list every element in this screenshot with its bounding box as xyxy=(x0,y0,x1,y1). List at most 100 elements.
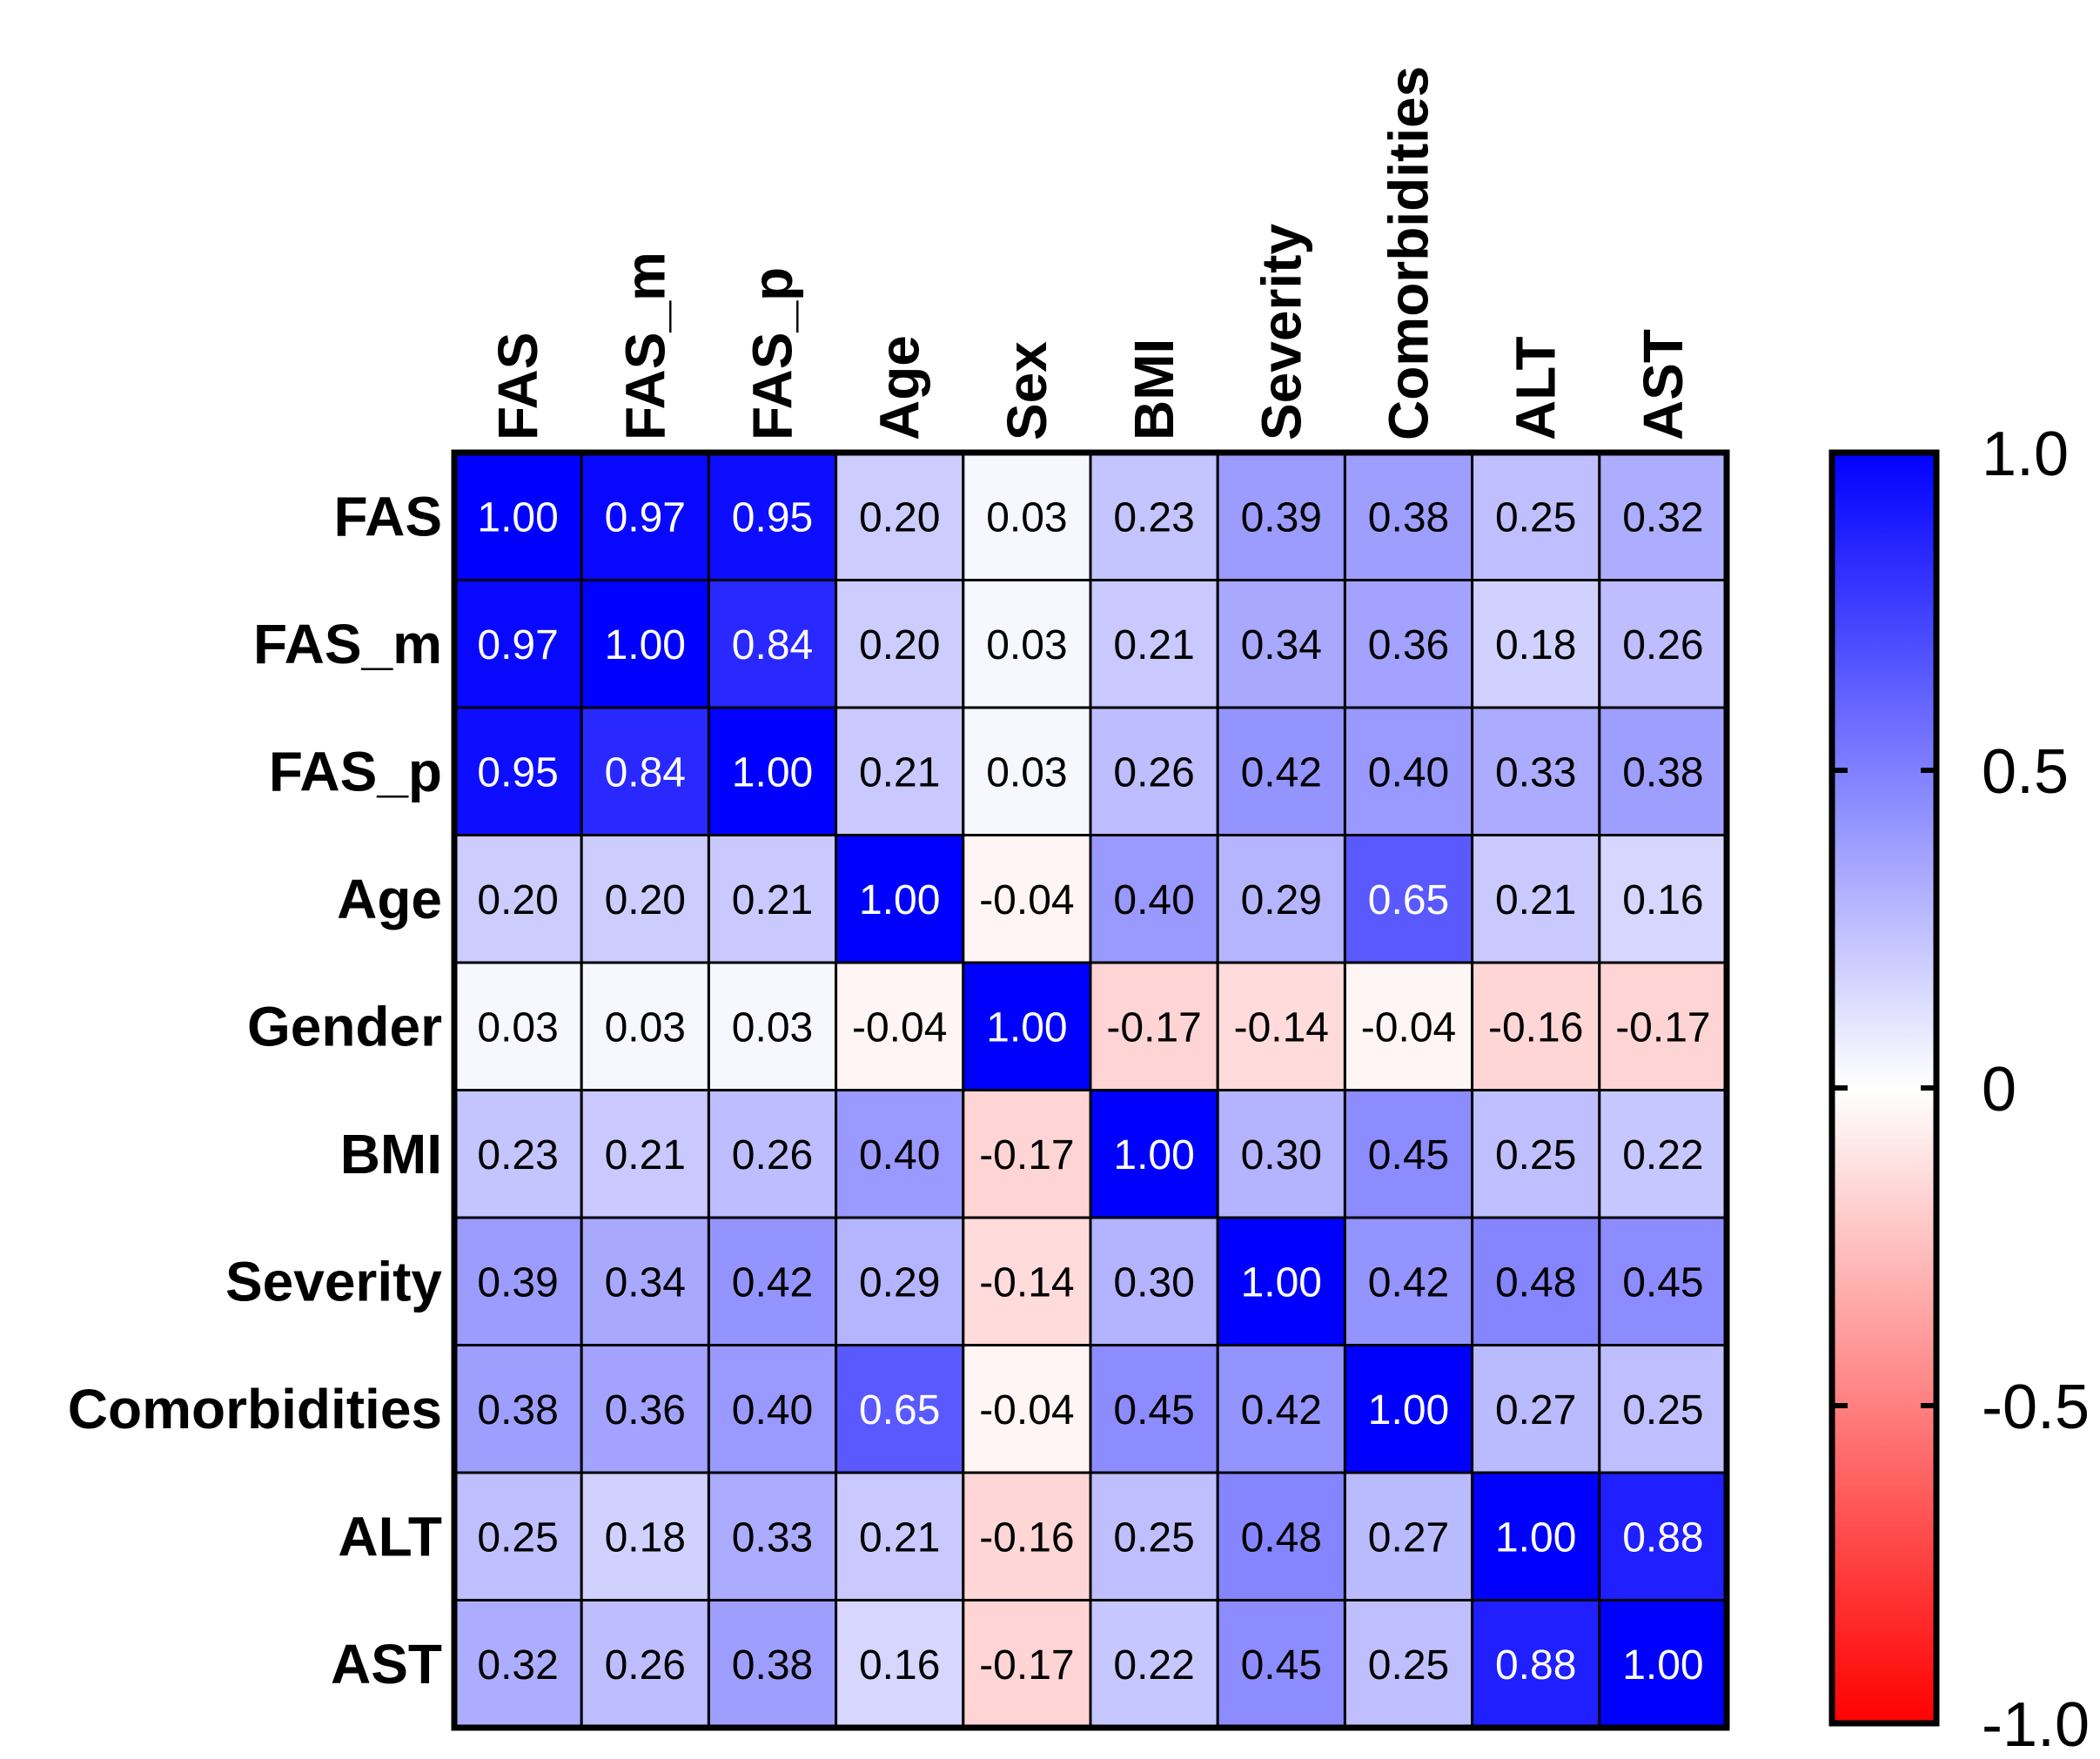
cell-value: 0.38 xyxy=(732,1642,813,1689)
column-label: AST xyxy=(1632,329,1694,440)
heatmap-cell xyxy=(1343,1599,1474,1729)
cell-value: 0.20 xyxy=(605,877,686,923)
cell-value: 0.45 xyxy=(1241,1642,1322,1689)
heatmap-cell xyxy=(707,1471,838,1601)
cell-value: 0.21 xyxy=(859,749,940,796)
column-label: FAS_m xyxy=(614,252,676,440)
heatmap-cell xyxy=(1471,1216,1601,1346)
cell-value: 0.42 xyxy=(732,1259,813,1306)
cell-value: 0.42 xyxy=(1241,1387,1322,1433)
heatmap-cell xyxy=(962,1344,1092,1474)
cell-value: 0.03 xyxy=(732,1004,813,1051)
row-label: ALT xyxy=(338,1505,442,1568)
cell-value: -0.17 xyxy=(979,1642,1074,1689)
cell-value: -0.17 xyxy=(1615,1004,1710,1051)
heatmap-cell xyxy=(1471,579,1601,709)
cell-value: 0.03 xyxy=(986,749,1067,796)
cell-value: 0.36 xyxy=(605,1387,686,1433)
heatmap-cell xyxy=(1216,1471,1346,1601)
cell-value: 1.00 xyxy=(1113,1132,1194,1178)
cell-value: -0.14 xyxy=(1234,1004,1329,1051)
cell-value: 0.33 xyxy=(1495,749,1576,796)
cell-value: 0.32 xyxy=(1622,494,1703,540)
cell-value: 0.25 xyxy=(1113,1514,1194,1561)
cell-value: 0.20 xyxy=(859,622,940,668)
column-label: BMI xyxy=(1123,339,1185,440)
cell-value: 0.21 xyxy=(1495,877,1576,923)
column-label: FAS xyxy=(486,332,549,440)
heatmap-cell xyxy=(1343,706,1474,836)
cell-value: -0.04 xyxy=(1361,1004,1456,1051)
row-label: BMI xyxy=(340,1123,442,1185)
heatmap-cell xyxy=(1598,1216,1728,1346)
cell-value: -0.17 xyxy=(1106,1004,1201,1051)
cell-value: 1.00 xyxy=(605,622,686,668)
cell-value: -0.17 xyxy=(979,1132,1074,1178)
heatmap-cell xyxy=(453,1216,583,1346)
cell-value: 0.16 xyxy=(859,1642,940,1689)
cell-value: 0.25 xyxy=(1495,494,1576,540)
heatmap-cell xyxy=(1343,1216,1474,1346)
cell-value: 0.84 xyxy=(732,622,813,668)
heatmap-cell xyxy=(1471,834,1601,964)
cell-value: 0.34 xyxy=(1241,622,1322,668)
cell-value: 0.03 xyxy=(477,1004,558,1051)
heatmap-cell xyxy=(1216,706,1346,836)
heatmap-cell xyxy=(835,1216,965,1346)
colorbar-tick-label: 0 xyxy=(1982,1055,2016,1125)
cell-value: 0.30 xyxy=(1241,1132,1322,1178)
heatmap-cell xyxy=(453,451,583,581)
cell-value: 0.39 xyxy=(1241,494,1322,540)
row-label: FAS_p xyxy=(269,740,442,802)
row-label: FAS xyxy=(334,485,442,547)
cell-value: 1.00 xyxy=(477,494,558,540)
heatmap-grid: 1.00 0.97 0.95 0.20 0.03 0.23 0.39 0.38 0.25 0.32… xyxy=(68,66,1730,1731)
heatmap-cell xyxy=(1598,1599,1728,1729)
cell-value: 0.45 xyxy=(1368,1132,1449,1178)
heatmap-cell xyxy=(1089,1089,1219,1219)
cell-value: 0.18 xyxy=(605,1514,686,1561)
cell-value: 0.48 xyxy=(1241,1514,1322,1561)
cell-value: 1.00 xyxy=(1241,1259,1322,1306)
cell-value: 0.42 xyxy=(1241,749,1322,796)
heatmap-cell xyxy=(962,961,1092,1091)
cell-value: 0.48 xyxy=(1495,1259,1576,1306)
heatmap-cell xyxy=(1343,1344,1474,1474)
heatmap-cell xyxy=(1216,834,1346,964)
cell-value: -0.04 xyxy=(852,1004,947,1051)
cell-value: 0.29 xyxy=(1241,877,1322,923)
cell-value: 0.97 xyxy=(605,494,686,540)
cell-value: 1.00 xyxy=(859,877,940,923)
heatmap-cell xyxy=(1343,1471,1474,1601)
colorbar-tick-label: 1.0 xyxy=(1982,420,2069,489)
cell-value: 0.84 xyxy=(605,749,686,796)
heatmap-cell xyxy=(1598,834,1728,964)
heatmap-cell xyxy=(580,1344,710,1474)
heatmap-cell xyxy=(1343,451,1474,581)
cell-value: 0.03 xyxy=(986,622,1067,668)
cell-value: 0.33 xyxy=(732,1514,813,1561)
cell-value: 0.25 xyxy=(1368,1642,1449,1689)
column-label: ALT xyxy=(1505,336,1567,440)
heatmap-cell xyxy=(580,1471,710,1601)
cell-value: 0.22 xyxy=(1113,1642,1194,1689)
heatmap-cell xyxy=(835,579,965,709)
cell-value: 0.20 xyxy=(859,494,940,540)
heatmap-cell xyxy=(707,1089,838,1219)
cell-value: 0.95 xyxy=(732,494,813,540)
cell-value: 0.25 xyxy=(1495,1132,1576,1178)
cell-value: 0.88 xyxy=(1495,1642,1576,1689)
cell-value: 0.40 xyxy=(859,1132,940,1178)
heatmap-cell xyxy=(1471,1089,1601,1219)
colorbar: 1.0 0.5 0 -0.5 -1.0 xyxy=(1828,420,2090,1759)
cell-value: 0.40 xyxy=(732,1387,813,1433)
cell-value: 0.21 xyxy=(605,1132,686,1178)
cell-value: 0.16 xyxy=(1622,877,1703,923)
heatmap-cell xyxy=(835,1471,965,1601)
heatmap-cell xyxy=(1471,961,1601,1091)
cell-value: 0.23 xyxy=(477,1132,558,1178)
cell-value: 1.00 xyxy=(732,749,813,796)
heatmap-cell xyxy=(962,1599,1092,1729)
cell-value: 0.27 xyxy=(1368,1514,1449,1561)
